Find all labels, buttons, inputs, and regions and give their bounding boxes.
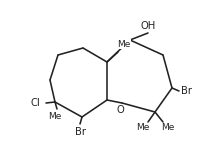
Text: Me: Me — [136, 123, 150, 132]
Text: Br: Br — [180, 86, 192, 96]
Text: Cl: Cl — [30, 98, 40, 108]
Text: Me: Me — [117, 40, 131, 49]
Text: Me: Me — [48, 111, 62, 120]
Text: Br: Br — [74, 127, 86, 137]
Text: Me: Me — [161, 123, 175, 132]
Text: OH: OH — [140, 21, 156, 31]
Text: O: O — [116, 105, 124, 115]
